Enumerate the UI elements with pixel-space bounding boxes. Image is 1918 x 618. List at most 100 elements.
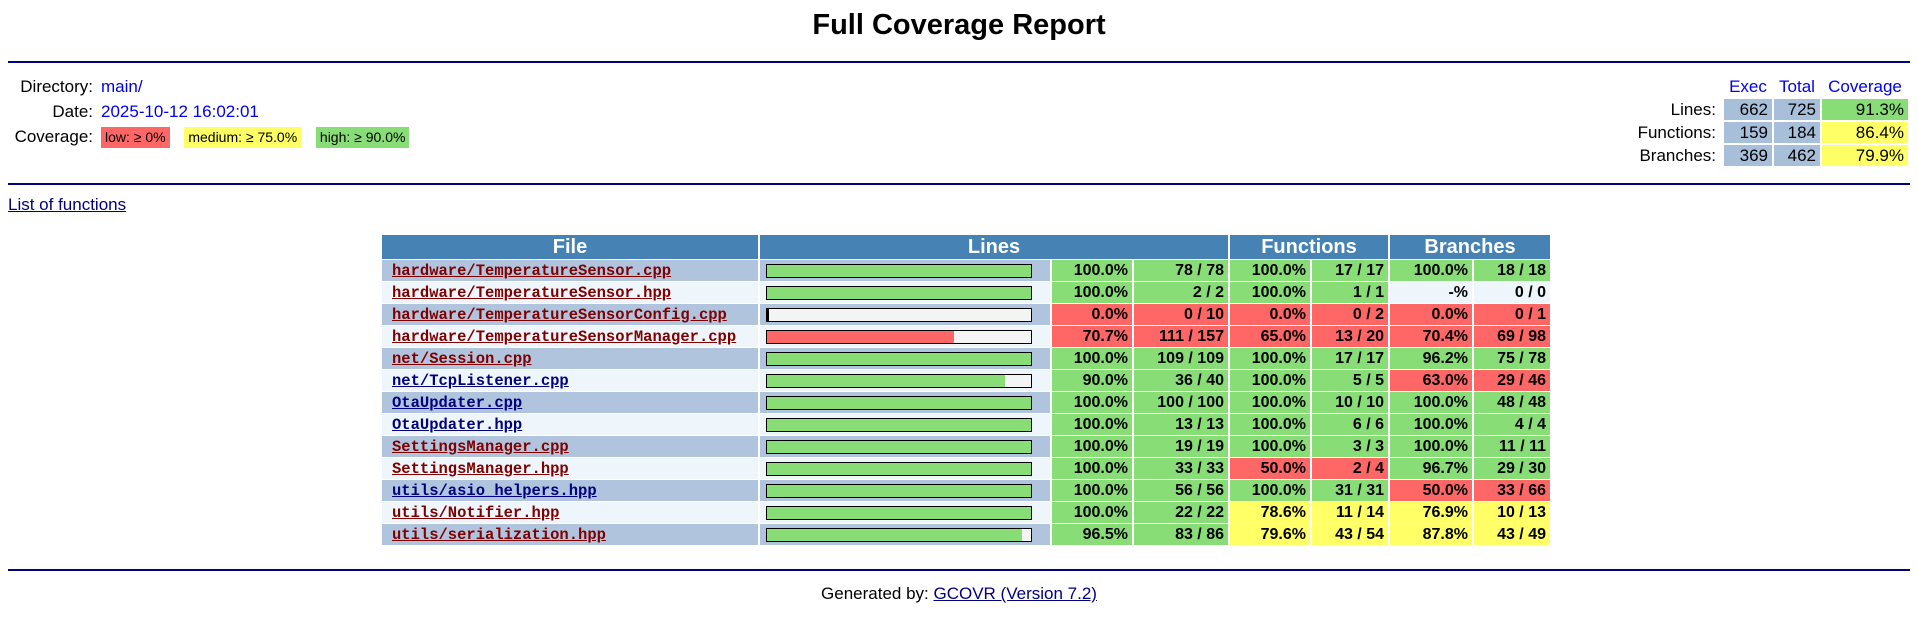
line-coverage-bar-fill xyxy=(767,418,1031,431)
line-coverage-bar-cell xyxy=(760,326,1050,347)
line-count: 111 / 157 xyxy=(1134,326,1228,347)
function-percent: 0.0% xyxy=(1230,304,1310,325)
line-coverage-bar xyxy=(766,483,1032,498)
file-link[interactable]: hardware/TemperatureSensorManager.cpp xyxy=(392,327,737,346)
line-coverage-bar-cell xyxy=(760,502,1050,523)
branch-count: 18 / 18 xyxy=(1474,260,1550,281)
header-lines: Lines xyxy=(760,235,1228,259)
function-percent: 100.0% xyxy=(1230,414,1310,435)
function-percent: 100.0% xyxy=(1230,260,1310,281)
branch-percent: 50.0% xyxy=(1390,480,1472,501)
line-count: 33 / 33 xyxy=(1134,458,1228,479)
line-percent: 100.0% xyxy=(1052,436,1132,457)
line-count: 13 / 13 xyxy=(1134,414,1228,435)
line-percent: 100.0% xyxy=(1052,282,1132,303)
function-count: 17 / 17 xyxy=(1312,348,1388,369)
report-info: Directory: main/ Date: 2025-10-12 16:02:… xyxy=(8,74,419,149)
coverage-label: Coverage: xyxy=(14,127,93,146)
list-of-functions-link[interactable]: List of functions xyxy=(8,195,127,214)
function-percent: 100.0% xyxy=(1230,348,1310,369)
line-coverage-bar-cell xyxy=(760,524,1050,545)
line-count: 22 / 22 xyxy=(1134,502,1228,523)
file-link[interactable]: hardware/TemperatureSensor.hpp xyxy=(392,283,672,302)
branch-count: 69 / 98 xyxy=(1474,326,1550,347)
legend-high: high: ≥ 90.0% xyxy=(315,127,410,148)
line-coverage-bar xyxy=(766,395,1032,410)
branch-percent: 100.0% xyxy=(1390,392,1472,413)
gcovr-link[interactable]: GCOVR (Version 7.2) xyxy=(933,584,1097,603)
branch-count: 11 / 11 xyxy=(1474,436,1550,457)
line-count: 56 / 56 xyxy=(1134,480,1228,501)
line-coverage-bar-cell xyxy=(760,392,1050,413)
line-percent: 100.0% xyxy=(1052,392,1132,413)
summary-coverage: 86.4% xyxy=(1822,122,1908,143)
summary-coverage: 79.9% xyxy=(1822,145,1908,166)
summary-header-total: Total xyxy=(1779,76,1815,96)
header-functions: Functions xyxy=(1230,235,1388,259)
summary-label: Branches: xyxy=(1639,145,1716,165)
branch-percent: 100.0% xyxy=(1390,436,1472,457)
line-percent: 100.0% xyxy=(1052,458,1132,479)
line-coverage-bar-cell xyxy=(760,480,1050,501)
file-cell: net/Session.cpp xyxy=(382,348,758,369)
file-link[interactable]: net/Session.cpp xyxy=(392,349,532,368)
function-percent: 79.6% xyxy=(1230,524,1310,545)
branch-percent: 0.0% xyxy=(1390,304,1472,325)
branch-count: 29 / 30 xyxy=(1474,458,1550,479)
branch-percent: 100.0% xyxy=(1390,260,1472,281)
table-row: utils/Notifier.hpp 100.0% 22 / 22 78.6% 11 /… xyxy=(382,502,1550,523)
line-coverage-bar xyxy=(766,505,1032,520)
line-coverage-bar-fill xyxy=(767,528,1022,541)
line-percent: 0.0% xyxy=(1052,304,1132,325)
file-link[interactable]: utils/serialization.hpp xyxy=(392,525,606,544)
table-row: hardware/TemperatureSensor.cpp 100.0% 78 /… xyxy=(382,260,1550,281)
file-link[interactable]: OtaUpdater.cpp xyxy=(392,393,523,412)
summary-exec: 159 xyxy=(1724,122,1772,143)
branch-percent: 70.4% xyxy=(1390,326,1472,347)
function-count: 11 / 14 xyxy=(1312,502,1388,523)
branch-percent: 96.2% xyxy=(1390,348,1472,369)
line-coverage-bar-fill xyxy=(767,506,1031,519)
line-coverage-bar-fill xyxy=(767,264,1031,277)
summary-row: Lines: 662 725 91.3% xyxy=(1634,99,1908,120)
summary-total: 725 xyxy=(1774,99,1820,120)
table-row: net/TcpListener.cpp 90.0% 36 / 40 100.0% 5 /… xyxy=(382,370,1550,391)
file-cell: hardware/TemperatureSensor.cpp xyxy=(382,260,758,281)
line-coverage-bar-cell xyxy=(760,436,1050,457)
function-count: 13 / 20 xyxy=(1312,326,1388,347)
legend-medium: medium: ≥ 75.0% xyxy=(184,127,302,148)
file-cell: net/TcpListener.cpp xyxy=(382,370,758,391)
file-cell: SettingsManager.hpp xyxy=(382,458,758,479)
file-link[interactable]: hardware/TemperatureSensor.cpp xyxy=(392,261,672,280)
line-percent: 100.0% xyxy=(1052,502,1132,523)
function-count: 0 / 2 xyxy=(1312,304,1388,325)
line-coverage-bar-fill xyxy=(767,484,1031,497)
line-coverage-bar xyxy=(766,307,1032,322)
file-link[interactable]: utils/asio_helpers.hpp xyxy=(392,481,597,500)
branch-percent: 76.9% xyxy=(1390,502,1472,523)
function-count: 31 / 31 xyxy=(1312,480,1388,501)
file-link[interactable]: SettingsManager.hpp xyxy=(392,459,569,478)
line-count: 83 / 86 xyxy=(1134,524,1228,545)
summary-row: Functions: 159 184 86.4% xyxy=(1634,122,1908,143)
legend-low: low: ≥ 0% xyxy=(101,127,170,148)
table-row: SettingsManager.hpp 100.0% 33 / 33 50.0% 2 /… xyxy=(382,458,1550,479)
table-row: OtaUpdater.cpp 100.0% 100 / 100 100.0% 10 / … xyxy=(382,392,1550,413)
function-count: 2 / 4 xyxy=(1312,458,1388,479)
file-cell: hardware/TemperatureSensorManager.cpp xyxy=(382,326,758,347)
summary-total: 184 xyxy=(1774,122,1820,143)
line-coverage-bar-fill xyxy=(767,286,1031,299)
file-link[interactable]: hardware/TemperatureSensorConfig.cpp xyxy=(392,305,727,324)
line-coverage-bar xyxy=(766,439,1032,454)
line-coverage-bar-fill xyxy=(767,440,1031,453)
file-link[interactable]: OtaUpdater.hpp xyxy=(392,415,523,434)
branch-percent: 87.8% xyxy=(1390,524,1472,545)
file-link[interactable]: utils/Notifier.hpp xyxy=(392,503,560,522)
file-link[interactable]: net/TcpListener.cpp xyxy=(392,371,569,390)
line-count: 0 / 10 xyxy=(1134,304,1228,325)
line-coverage-bar xyxy=(766,329,1032,344)
file-cell: hardware/TemperatureSensor.hpp xyxy=(382,282,758,303)
table-row: hardware/TemperatureSensorManager.cpp 70.… xyxy=(382,326,1550,347)
file-link[interactable]: SettingsManager.cpp xyxy=(392,437,569,456)
line-coverage-bar-fill xyxy=(767,396,1031,409)
